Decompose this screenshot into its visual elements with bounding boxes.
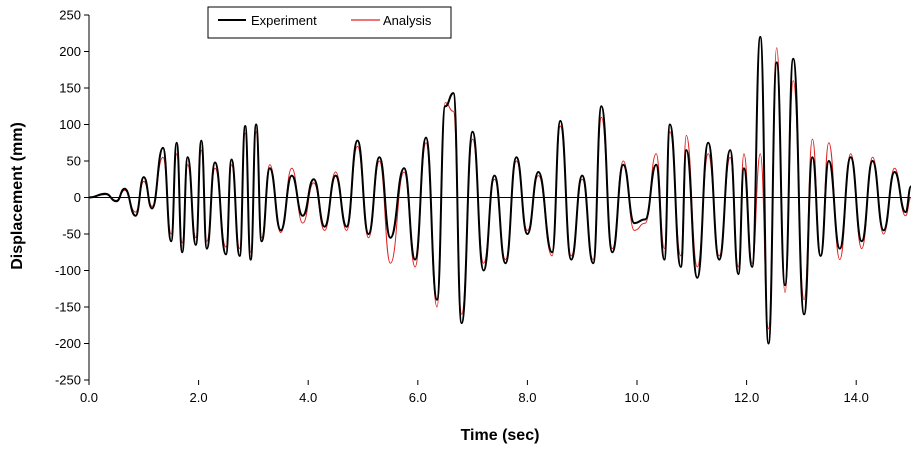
- y-tick-label: 150: [59, 81, 81, 96]
- y-tick-label: 250: [59, 8, 81, 23]
- legend-label-experiment: Experiment: [251, 13, 317, 28]
- axes: 250 200 150 100 50 0 -50 -100 -150 -200 -250 0.0 2.…: [55, 8, 911, 405]
- y-tick-label: -150: [55, 300, 81, 315]
- y-ticks: 250 200 150 100 50 0 -50 -100 -150 -200 -250: [55, 8, 89, 388]
- x-tick-label: 14.0: [844, 390, 869, 405]
- series-line-experiment: [88, 35, 912, 345]
- y-tick-label: 50: [67, 154, 81, 169]
- x-tick-label: 6.0: [409, 390, 427, 405]
- series-layer: [88, 35, 912, 345]
- x-tick-label: 0.0: [80, 390, 98, 405]
- legend-box: [207, 6, 452, 39]
- x-tick-label: 2.0: [190, 390, 208, 405]
- x-tick-label: 4.0: [299, 390, 317, 405]
- y-tick-label: -100: [55, 263, 81, 278]
- y-tick-label: 100: [59, 117, 81, 132]
- x-tick-label: 12.0: [734, 390, 759, 405]
- y-tick-label: -250: [55, 373, 81, 388]
- y-tick-label: -50: [62, 227, 81, 242]
- y-axis-title: Displacement (mm): [9, 122, 26, 270]
- y-tick-label: -200: [55, 336, 81, 351]
- x-tick-label: 8.0: [518, 390, 536, 405]
- x-ticks: 0.0 2.0 4.0 6.0 8.0 10.0 12.0 14.0: [80, 380, 869, 405]
- x-tick-label: 10.0: [624, 390, 649, 405]
- y-tick-label: 200: [59, 44, 81, 59]
- legend: Experiment Analysis: [207, 6, 452, 39]
- x-axis-title: Time (sec): [461, 427, 540, 444]
- legend-label-analysis: Analysis: [383, 13, 432, 28]
- y-tick-label: 0: [74, 190, 81, 205]
